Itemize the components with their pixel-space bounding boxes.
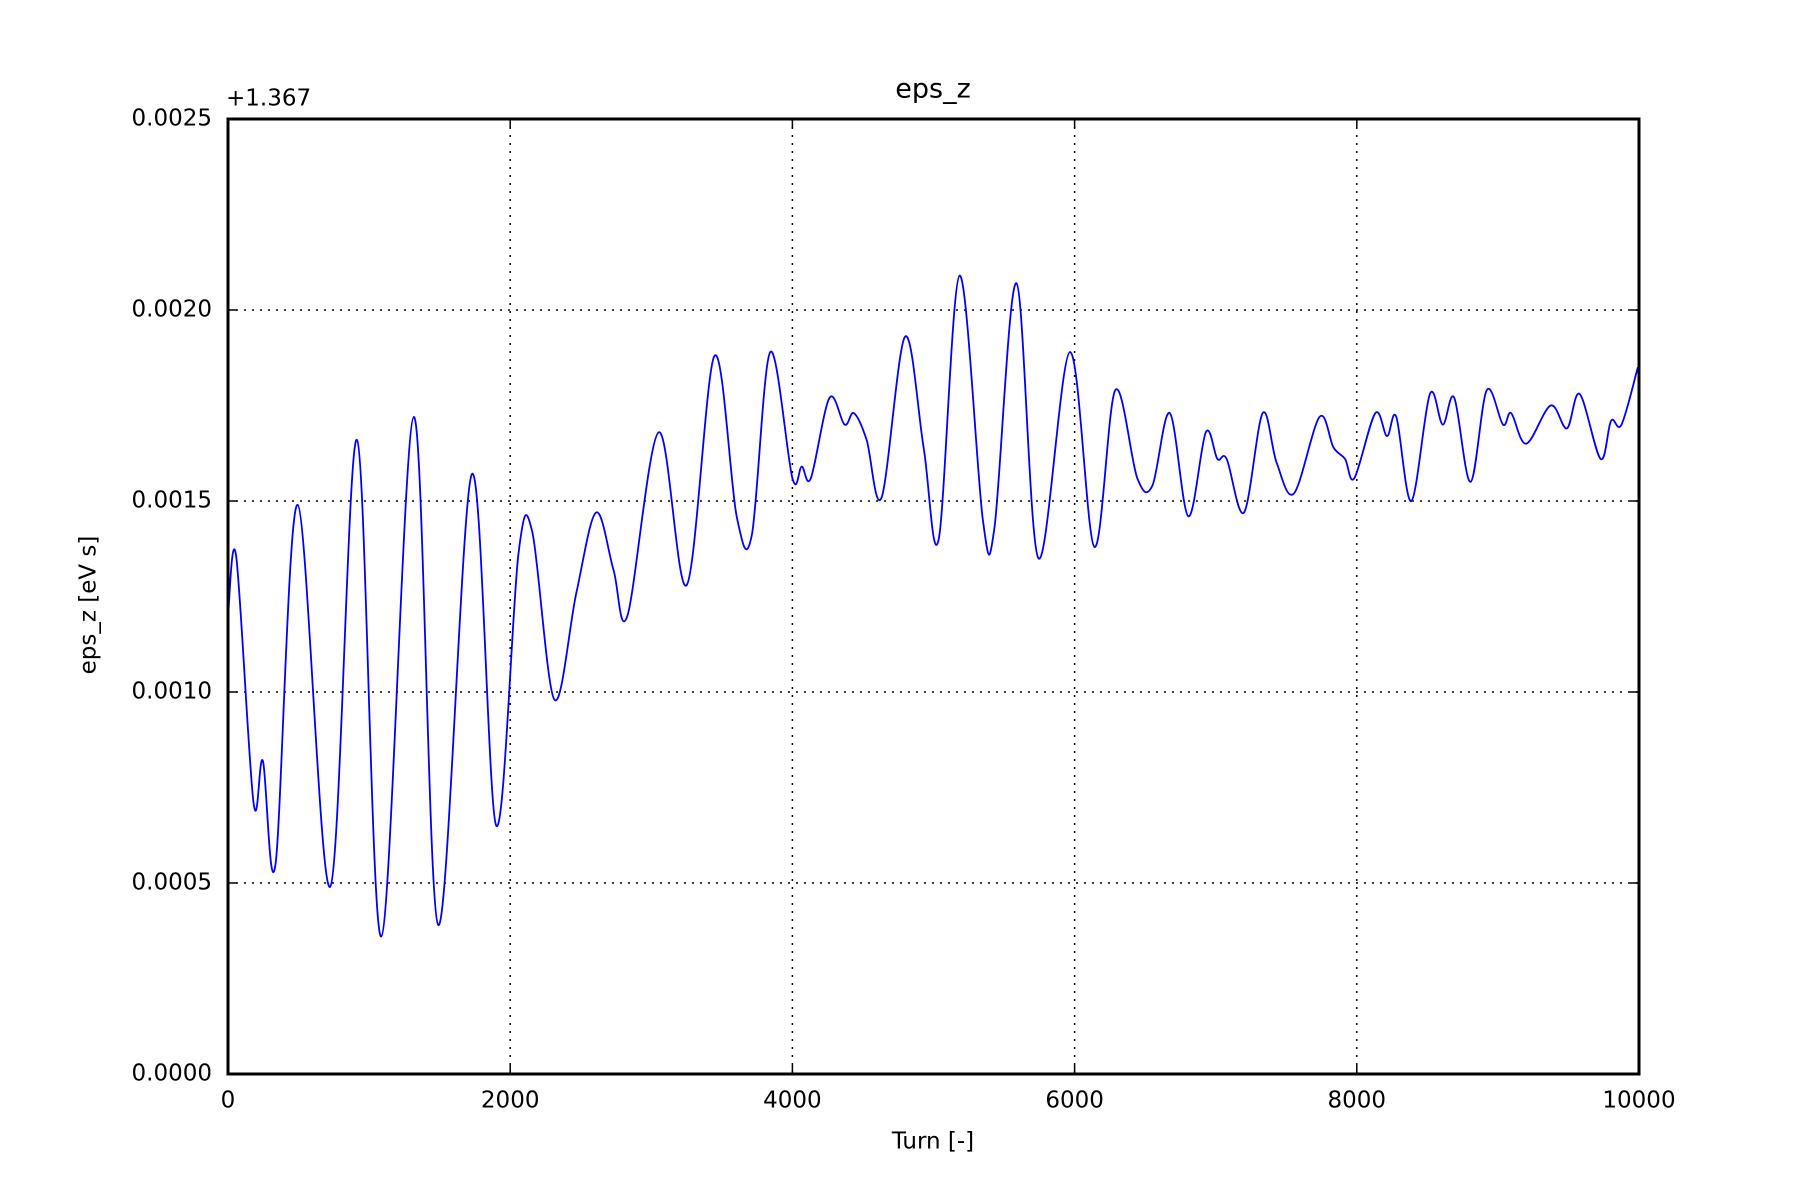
- chart-title: eps_z: [895, 74, 971, 105]
- y-offset-label: +1.367: [226, 86, 311, 112]
- y-tick-label: 0.0010: [132, 679, 212, 705]
- y-tick-label: 0.0020: [132, 297, 212, 323]
- y-tick-label: 0.0015: [132, 488, 212, 514]
- x-axis-label: Turn [-]: [891, 1129, 974, 1155]
- y-tick-label: 0.0000: [132, 1061, 212, 1087]
- y-axis-label: eps_z [eV s]: [76, 536, 102, 675]
- y-tick-label: 0.0005: [132, 870, 212, 896]
- x-tick-label: 0: [221, 1088, 236, 1114]
- x-tick-label: 10000: [1602, 1088, 1675, 1114]
- data-line: [227, 274, 1639, 938]
- x-tick-label: 4000: [763, 1088, 822, 1114]
- x-tick-label: 8000: [1328, 1088, 1387, 1114]
- x-tick-label: 2000: [481, 1088, 540, 1114]
- y-tick-label: 0.0025: [132, 106, 212, 132]
- plot-frame: [226, 117, 1641, 1076]
- x-tick-label: 6000: [1045, 1088, 1104, 1114]
